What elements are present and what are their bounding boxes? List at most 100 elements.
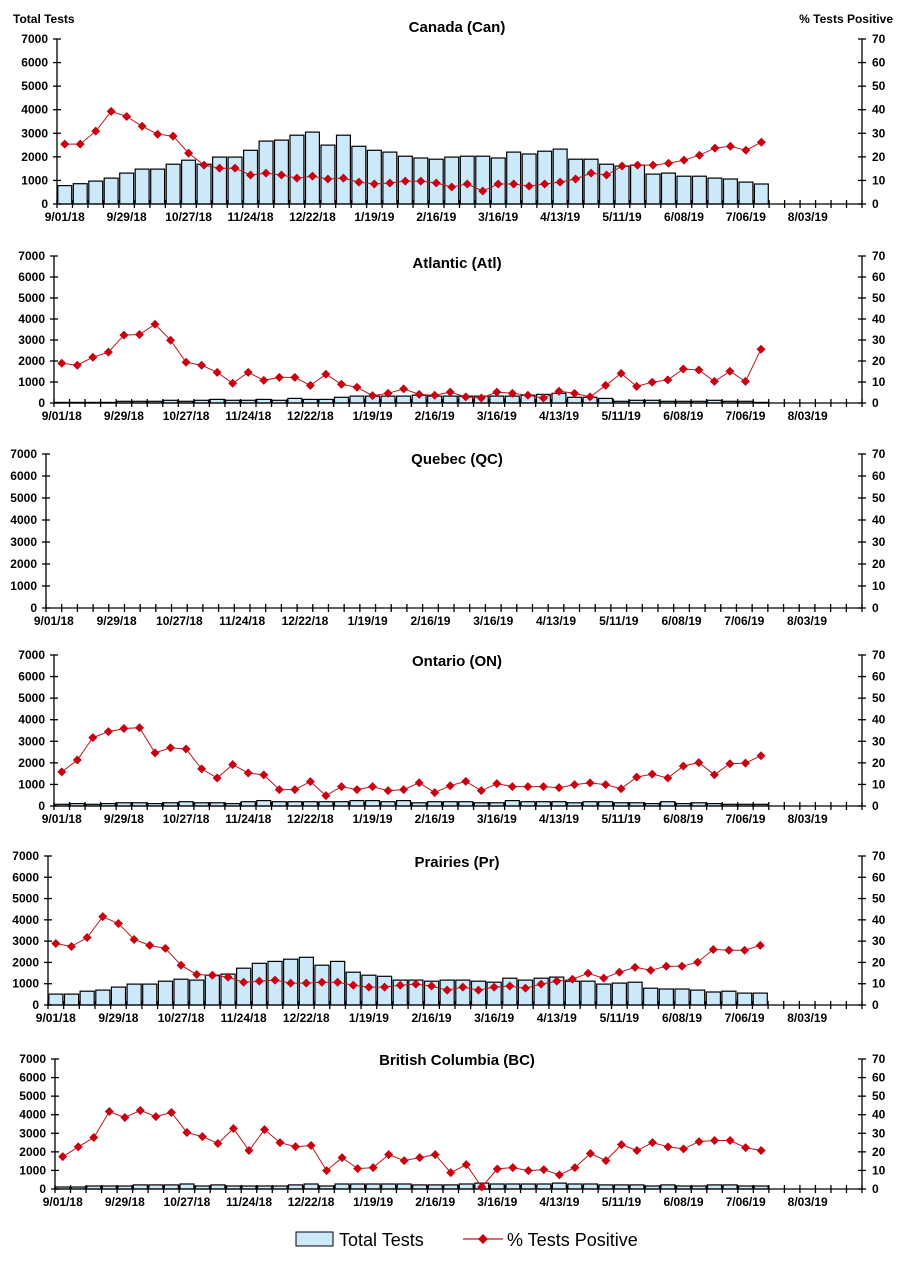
x-tick-label: 5/11/19 (601, 812, 641, 826)
total-tests-bar (181, 159, 197, 205)
x-tick-label: 9/29/18 (104, 409, 144, 423)
percent-positive-point (73, 1142, 83, 1152)
percent-positive-point (166, 1107, 176, 1117)
percent-positive-point (368, 1163, 378, 1173)
left-y-tick-label: 1000 (19, 1163, 46, 1177)
x-tick-label: 2/16/19 (416, 210, 456, 224)
x-tick-label: 1/19/19 (353, 409, 393, 423)
percent-positive-point (197, 764, 207, 774)
percent-positive-point (633, 160, 643, 170)
left-y-tick-label: 7000 (12, 849, 39, 863)
total-tests-bar (564, 980, 581, 1006)
percent-positive-point (616, 784, 626, 794)
percent-positive-point (694, 150, 704, 160)
total-tests-bar (660, 172, 676, 205)
left-y-tick-label: 1000 (21, 173, 48, 187)
percent-positive-point (197, 1132, 207, 1142)
left-y-tick-label: 6000 (18, 670, 45, 684)
panel-title: Atlantic (Atl) (412, 255, 501, 272)
percent-positive-point (333, 977, 343, 987)
total-tests-bar (583, 158, 599, 205)
percent-positive-point (552, 976, 562, 986)
left-y-tick-label: 2000 (12, 955, 39, 969)
percent-positive-point (663, 375, 673, 385)
total-tests-bar (365, 799, 381, 807)
left-y-tick-label: 1000 (10, 579, 37, 593)
percent-positive-point (755, 940, 765, 950)
percent-positive-point (274, 372, 284, 382)
x-tick-label: 9/01/18 (45, 210, 85, 224)
legend-bars-label: Total Tests (339, 1230, 424, 1250)
percent-positive-point (181, 744, 191, 754)
percent-positive-point (756, 751, 766, 761)
percent-positive-point (291, 1142, 301, 1152)
percent-positive-point (113, 918, 123, 928)
percent-positive-point (290, 785, 300, 795)
percent-positive-point (399, 785, 409, 795)
percent-positive-point (473, 985, 483, 995)
x-tick-label: 11/24/18 (219, 614, 265, 628)
total-tests-bar (334, 1183, 350, 1190)
percent-positive-point (646, 965, 656, 975)
x-tick-label: 4/13/19 (539, 1195, 579, 1209)
percent-positive-line (55, 916, 761, 991)
x-tick-label: 9/01/18 (36, 1011, 76, 1025)
percent-positive-point (585, 778, 595, 788)
percent-positive-point (254, 976, 264, 986)
right-y-tick-label: 20 (872, 955, 886, 969)
percent-positive-point (756, 137, 766, 147)
percent-positive-point (244, 1146, 254, 1156)
total-tests-bar (157, 980, 174, 1006)
percent-positive-point (274, 785, 284, 795)
total-tests-bar (142, 983, 158, 1006)
percent-positive-point (489, 982, 499, 992)
left-y-tick-label: 2000 (10, 557, 37, 571)
percent-positive-point (616, 1140, 626, 1150)
x-tick-label: 7/06/19 (724, 614, 764, 628)
x-tick-label: 10/27/18 (156, 614, 203, 628)
total-tests-bar (596, 983, 612, 1006)
percent-positive-point (58, 1152, 68, 1162)
percent-positive-point (243, 367, 253, 377)
left-y-tick-label: 4000 (21, 103, 48, 117)
x-tick-label: 3/16/19 (478, 210, 518, 224)
percent-positive-point (725, 141, 735, 151)
percent-positive-point (617, 161, 627, 171)
percent-positive-point (385, 178, 395, 188)
percent-positive-point (632, 772, 642, 782)
percent-positive-point (414, 389, 424, 399)
x-tick-label: 2/16/19 (415, 409, 455, 423)
percent-positive-point (708, 944, 718, 954)
percent-positive-point (508, 1163, 518, 1173)
percent-positive-point (740, 945, 750, 955)
percent-positive-point (212, 367, 222, 377)
percent-positive-point (223, 972, 233, 982)
x-tick-label: 3/16/19 (474, 1011, 514, 1025)
percent-positive-point (725, 1136, 735, 1146)
x-tick-label: 8/03/19 (788, 812, 828, 826)
total-tests-bar (289, 134, 305, 205)
percent-positive-point (103, 727, 113, 737)
percent-positive-point (431, 178, 441, 188)
panels: Canada (Can)0100020003000400050006000700… (10, 19, 885, 1209)
percent-positive-point (66, 941, 76, 951)
right-y-tick-label: 0 (872, 998, 879, 1012)
total-tests-bar (442, 395, 458, 404)
x-tick-label: 9/29/18 (104, 812, 144, 826)
total-tests-bar (349, 799, 365, 807)
percent-positive-point (207, 970, 217, 980)
percent-positive-point (57, 358, 67, 368)
total-tests-bar (351, 145, 367, 205)
total-tests-bar (753, 183, 769, 205)
left-y-tick-label: 5000 (18, 691, 45, 705)
left-y-tick-label: 6000 (21, 56, 48, 70)
x-tick-label: 6/08/19 (663, 409, 703, 423)
right-y-tick-label: 50 (872, 79, 886, 93)
total-tests-bar (738, 181, 754, 205)
x-tick-label: 3/16/19 (473, 614, 513, 628)
percent-positive-point (554, 783, 564, 793)
left-y-tick-label: 6000 (18, 270, 45, 284)
percent-positive-point (103, 347, 113, 357)
right-y-tick-label: 40 (872, 513, 886, 527)
percent-positive-point (354, 177, 364, 187)
